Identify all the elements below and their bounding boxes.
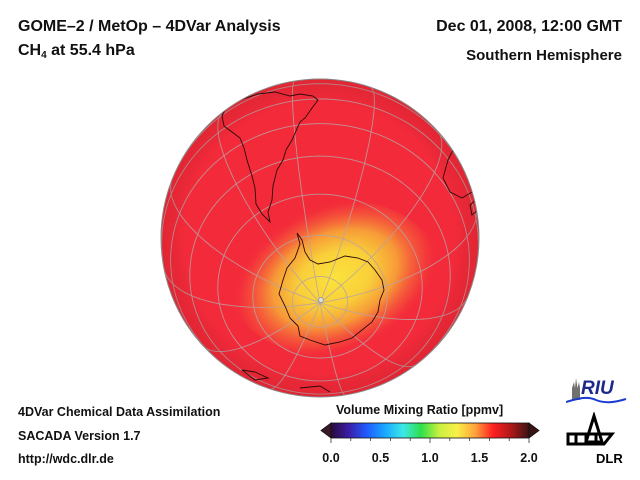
datetime-label: Dec 01, 2008, 12:00 GMT <box>436 18 622 35</box>
colorbar-over-arrow <box>528 422 540 439</box>
species-level: at 55.4 hPa <box>46 42 135 59</box>
species-subscript: 4 <box>41 50 47 61</box>
colorbar-gradient <box>330 422 530 439</box>
globe-limb-shade <box>161 79 479 397</box>
footer-version: SACADA Version 1.7 <box>18 429 141 443</box>
colorbar-tick-label: 0.0 <box>322 451 340 465</box>
riu-logo-text: RIU <box>581 378 615 399</box>
colorbar-tick-label: 2.0 <box>520 451 538 465</box>
map-title: GOME–2 / MetOp – 4DVar Analysis <box>18 18 281 35</box>
dlr-emblem-icon <box>566 412 616 446</box>
species-label: CH4 at 55.4 hPa <box>18 42 135 61</box>
riu-logo: RIU <box>566 378 627 404</box>
south-pole-marker <box>318 297 324 303</box>
dlr-logo: DLR <box>566 412 623 466</box>
colorbar-tick-label: 0.5 <box>371 451 390 465</box>
footer-url[interactable]: http://wdc.dlr.de <box>18 452 114 466</box>
footer-assimilation: 4DVar Chemical Data Assimilation <box>18 405 221 419</box>
colorbar-title: Volume Mixing Ratio [ppmv] <box>336 403 504 417</box>
globe-outline <box>160 78 480 398</box>
dlr-logo-text: DLR <box>596 451 623 466</box>
colorbar-under-arrow <box>320 422 332 439</box>
river-icon <box>566 396 627 404</box>
colorbar-tick-label: 1.0 <box>421 451 439 465</box>
cathedral-icon <box>572 378 580 400</box>
colorbar-tick-label: 1.5 <box>470 451 489 465</box>
species-main: CH <box>18 42 42 59</box>
colorbar <box>320 422 540 443</box>
region-label: Southern Hemisphere <box>466 47 622 64</box>
